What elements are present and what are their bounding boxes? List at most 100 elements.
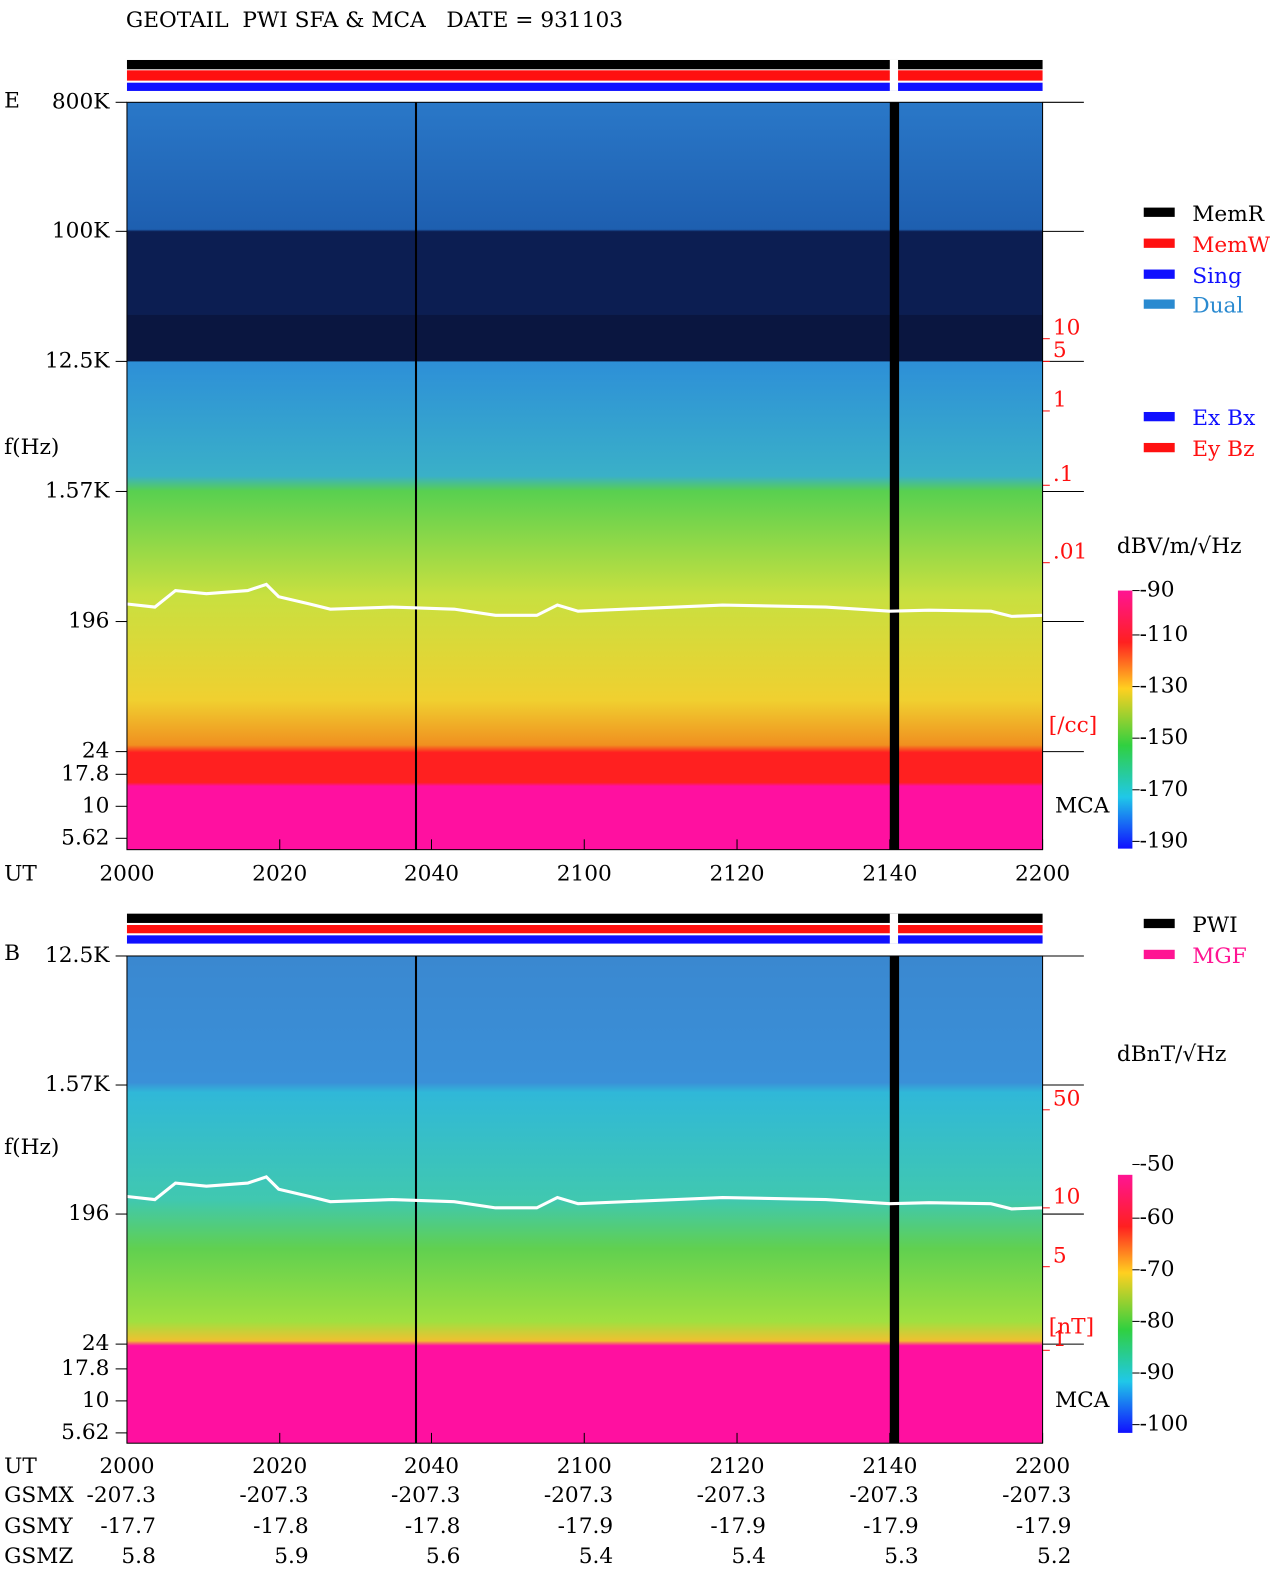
time-tick-label: 2200: [1015, 1454, 1070, 1479]
orbit-value: 5.6: [426, 1544, 460, 1569]
orbit-value: 5.4: [579, 1544, 613, 1569]
orbit-label: GSMY: [4, 1514, 73, 1539]
plasma-line: [126, 1175, 1043, 1211]
colorbar-tick-label: -170: [1140, 777, 1189, 802]
spectrogram-e: [126, 102, 1043, 850]
legend-swatch: [1143, 442, 1175, 453]
time-tick-label: 2040: [404, 1454, 459, 1479]
colorbar-tick-label: -90: [1140, 1360, 1175, 1385]
time-tick-label: 2000: [99, 1454, 154, 1479]
colorbar-tick-label: -190: [1140, 828, 1189, 853]
side-scale-label: 5: [1053, 338, 1067, 363]
side-scale-unit: [/cc]: [1049, 713, 1097, 738]
colorbar-tick-label: -130: [1140, 674, 1189, 699]
plasma-line: [126, 582, 1043, 618]
gap: [889, 59, 899, 91]
gap-band: [889, 102, 900, 850]
plot-frame: [126, 101, 1044, 851]
time-tick-label: 2140: [862, 861, 917, 886]
freq-tick-label: 24: [82, 739, 110, 764]
colorbar-unit: dBV/m/√Hz: [1117, 534, 1242, 559]
sing-bar: [126, 935, 1043, 944]
panel-label: B: [4, 941, 20, 966]
side-scale-label: 1: [1053, 388, 1067, 413]
dark-band: [126, 314, 1043, 362]
side-scale-label: 5: [1053, 1243, 1067, 1268]
orbit-value: -17.9: [863, 1514, 919, 1539]
side-scale-label: .01: [1053, 539, 1087, 564]
legend-swatch: [1143, 299, 1175, 309]
status-bars: [126, 59, 1043, 944]
freq-tick-label: 10: [82, 793, 110, 818]
orbit-value: 5.3: [884, 1544, 918, 1569]
colorbar-tick-label: -70: [1140, 1257, 1175, 1282]
orbit-value: 5.4: [731, 1544, 765, 1569]
orbit-value: -207.3: [1002, 1483, 1071, 1508]
time-tick-label: 2020: [252, 861, 307, 886]
orbit-label: GSMX: [4, 1483, 74, 1508]
freq-tick-label: 10: [82, 1388, 110, 1413]
time-tick-label: 2120: [709, 861, 764, 886]
freq-axis-title: f(Hz): [4, 435, 59, 460]
gap-line: [414, 102, 418, 850]
orbit-value: -207.3: [849, 1483, 918, 1508]
colorbar-unit: dBnT/√Hz: [1117, 1042, 1227, 1067]
colorbar-tick-label: -80: [1140, 1308, 1175, 1333]
title: GEOTAIL PWI SFA & MCA DATE = 931103: [126, 8, 623, 33]
side-scale-unit: [nT]: [1049, 1315, 1094, 1340]
memw-bar: [126, 70, 1043, 81]
legend-label: PWI: [1192, 913, 1237, 938]
legend-swatch: [1143, 269, 1175, 279]
freq-tick-label: 1.57K: [45, 478, 110, 503]
freq-tick-label: 100K: [52, 218, 110, 243]
legend-label: MGF: [1192, 944, 1247, 969]
mca-label: MCA: [1055, 1388, 1110, 1413]
sing-bar: [126, 82, 1043, 91]
legend-label: Ex Bx: [1192, 406, 1255, 431]
pwi-bar: [126, 913, 1043, 923]
orbit-value: -207.3: [544, 1483, 613, 1508]
colorbar-tick-label: -110: [1140, 622, 1189, 647]
orbit-value: 5.8: [121, 1544, 155, 1569]
orbit-value: 5.2: [1037, 1544, 1071, 1569]
freq-tick-label: 17.8: [61, 1356, 109, 1381]
orbit-value: -207.3: [697, 1483, 766, 1508]
side-scale-label: 1: [1053, 1327, 1067, 1352]
time-tick-label: 2200: [1015, 861, 1070, 886]
memr-bar: [126, 59, 1043, 70]
colorbar-tick-label: -100: [1140, 1412, 1189, 1437]
legend-label: MemW: [1192, 233, 1271, 258]
panel-label: E: [4, 88, 20, 113]
time-axis-title: UT: [4, 861, 37, 886]
time-tick-label: 2140: [862, 1454, 917, 1479]
time-tick-label: 2100: [557, 1454, 612, 1479]
legend-label: Ey Bz: [1192, 437, 1254, 462]
legend-swatch: [1143, 207, 1175, 217]
time-tick-label: 2000: [99, 861, 154, 886]
colorbar-tick-label: -90: [1140, 578, 1175, 603]
side-scale-label: 10: [1053, 315, 1081, 340]
orbit-value: -17.9: [1016, 1514, 1072, 1539]
orbit-label: GSMZ: [4, 1544, 73, 1569]
orbit-value: -17.8: [253, 1514, 309, 1539]
orbit-value: -17.9: [558, 1514, 614, 1539]
time-tick-label: 2040: [404, 861, 459, 886]
freq-tick-label: 196: [68, 1201, 109, 1226]
plot-frame: [126, 955, 1044, 1444]
freq-tick-label: 12.5K: [45, 943, 110, 968]
legend-label: Dual: [1192, 294, 1243, 319]
legend-label: Sing: [1192, 264, 1242, 289]
freq-axis-title: f(Hz): [4, 1135, 59, 1160]
colorbar-b: [1117, 1174, 1133, 1433]
legend-label: MemR: [1192, 202, 1265, 227]
legend-swatch: [1143, 918, 1175, 929]
freq-tick-label: 196: [68, 609, 109, 634]
colorbar-e: [1117, 590, 1133, 849]
freq-tick-label: 1.57K: [45, 1072, 110, 1097]
time-tick-label: 2100: [557, 861, 612, 886]
freq-tick-label: 24: [82, 1331, 110, 1356]
legend-swatch: [1143, 238, 1175, 248]
orbit-value: -17.9: [710, 1514, 766, 1539]
side-scale-label: 50: [1053, 1086, 1081, 1111]
